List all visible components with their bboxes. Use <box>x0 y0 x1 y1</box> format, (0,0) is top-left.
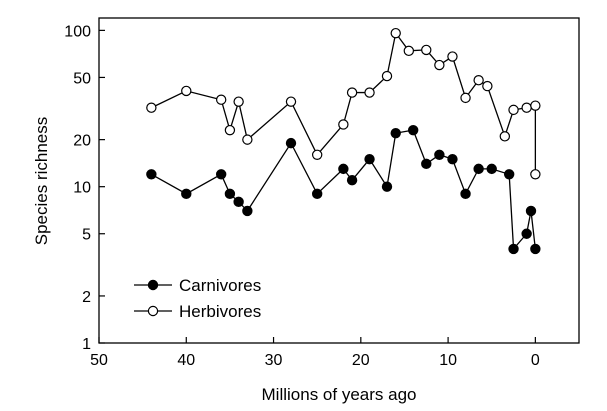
y-tick-label: 10 <box>73 180 91 197</box>
series-line <box>151 31 537 175</box>
x-tick-label: 0 <box>531 352 540 369</box>
data-point <box>285 96 297 107</box>
data-point <box>146 169 157 180</box>
x-tick-label: 50 <box>90 352 108 369</box>
data-point <box>447 51 458 62</box>
data-point <box>338 119 349 130</box>
data-point <box>473 75 484 86</box>
data-point <box>242 205 253 217</box>
data-point <box>473 163 484 175</box>
data-point <box>530 169 541 180</box>
data-point <box>181 188 192 200</box>
data-point <box>338 163 349 175</box>
data-point <box>508 104 519 116</box>
legend: Carnivores Herbivores <box>134 276 261 321</box>
x-tick-label: 40 <box>177 352 195 369</box>
data-point <box>390 127 401 139</box>
data-point <box>421 158 432 170</box>
x-tick-label: 10 <box>439 352 457 369</box>
data-point <box>434 149 445 160</box>
data-point <box>233 196 244 208</box>
legend-marker <box>147 305 159 317</box>
x-axis-ticks: 50 40 30 20 10 0 <box>90 337 540 369</box>
legend-marker <box>147 279 159 291</box>
data-point <box>311 149 323 160</box>
y-tick-label: 2 <box>82 289 91 306</box>
y-axis-label: Species richness <box>32 117 51 246</box>
data-point <box>530 100 541 111</box>
data-point <box>364 87 375 98</box>
data-point <box>403 45 415 57</box>
data-point <box>285 137 297 149</box>
data-point <box>215 169 227 180</box>
y-tick-label: 50 <box>73 70 91 87</box>
y-tick-label: 5 <box>82 227 91 244</box>
data-point <box>146 102 157 113</box>
data-point <box>215 94 227 105</box>
data-point <box>311 188 323 200</box>
x-axis-label: Millions of years ago <box>262 385 417 404</box>
data-point <box>381 70 393 82</box>
data-point <box>499 131 511 142</box>
data-point <box>381 181 393 192</box>
y-tick-label: 20 <box>73 133 91 150</box>
data-point <box>233 96 244 107</box>
x-tick-label: 30 <box>265 352 283 369</box>
y-axis-ticks: 1 2 5 10 20 50 100 <box>64 23 105 353</box>
data-point <box>390 27 401 39</box>
x-tick-label: 20 <box>352 352 370 369</box>
data-point <box>364 153 375 165</box>
data-point <box>224 188 236 200</box>
data-point <box>460 188 471 200</box>
data-point <box>421 44 432 56</box>
data-point <box>242 134 253 145</box>
data-point <box>460 92 471 104</box>
series-layer <box>146 27 541 255</box>
data-point <box>521 102 532 113</box>
data-point <box>508 243 519 255</box>
data-point <box>447 153 458 165</box>
data-point <box>407 124 419 136</box>
data-point <box>434 59 445 71</box>
legend-label: Carnivores <box>179 276 261 295</box>
data-point <box>530 243 541 255</box>
data-point <box>503 169 515 180</box>
data-point <box>224 124 236 136</box>
y-tick-label: 100 <box>64 23 91 40</box>
data-point <box>521 228 532 239</box>
plot-frame <box>98 17 580 344</box>
data-point <box>346 175 358 186</box>
y-tick-label: 1 <box>82 336 91 353</box>
series-carnivores <box>146 124 541 255</box>
series-herbivores <box>146 27 541 180</box>
data-point <box>346 87 358 98</box>
data-point <box>181 85 192 97</box>
legend-label: Herbivores <box>179 302 261 321</box>
data-point <box>525 205 537 217</box>
data-point <box>486 163 497 175</box>
series-line <box>151 129 537 251</box>
data-point <box>482 80 493 92</box>
